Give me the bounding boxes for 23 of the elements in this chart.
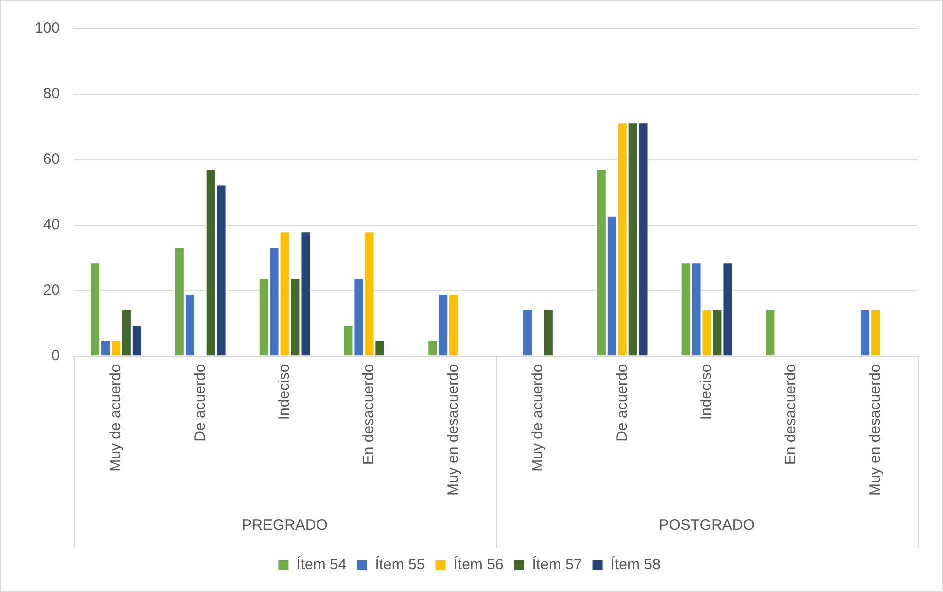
x-tick-label: De acuerdo	[614, 364, 631, 442]
x-tick-label: En desacuerdo	[360, 364, 378, 466]
x-tick-label: Muy de acuerdo	[107, 364, 124, 472]
y-tick-label: 60	[43, 151, 60, 168]
text: PREGRADO	[242, 517, 328, 534]
x-tick-label: Muy en desacuerdo	[444, 364, 462, 496]
x-tick-label: Indeciso	[698, 364, 716, 420]
y-tick-label: 20	[43, 282, 60, 299]
y-tick-label: 0	[52, 347, 60, 364]
x-tick-label: Indeciso	[276, 364, 294, 420]
y-tick-label: 80	[43, 86, 60, 103]
legend-label: Ítem 57	[532, 556, 582, 574]
x-tick-label: Muy en desacuerdo	[866, 364, 884, 496]
legend-label: Ítem 55	[375, 556, 426, 574]
y-tick-label: 100	[34, 20, 60, 38]
legend-label: Ítem 54	[296, 556, 347, 574]
x-tick-label: En desacuerdo	[782, 364, 800, 466]
x-tick-label: Muy de acuerdo	[529, 364, 546, 472]
legend-label: Ítem 56	[454, 556, 504, 574]
x-tick-label: De acuerdo	[192, 364, 209, 442]
legend-label: Ítem 58	[610, 556, 661, 574]
text: POSTGRADO	[659, 517, 755, 534]
y-tick-label: 40	[43, 216, 60, 234]
